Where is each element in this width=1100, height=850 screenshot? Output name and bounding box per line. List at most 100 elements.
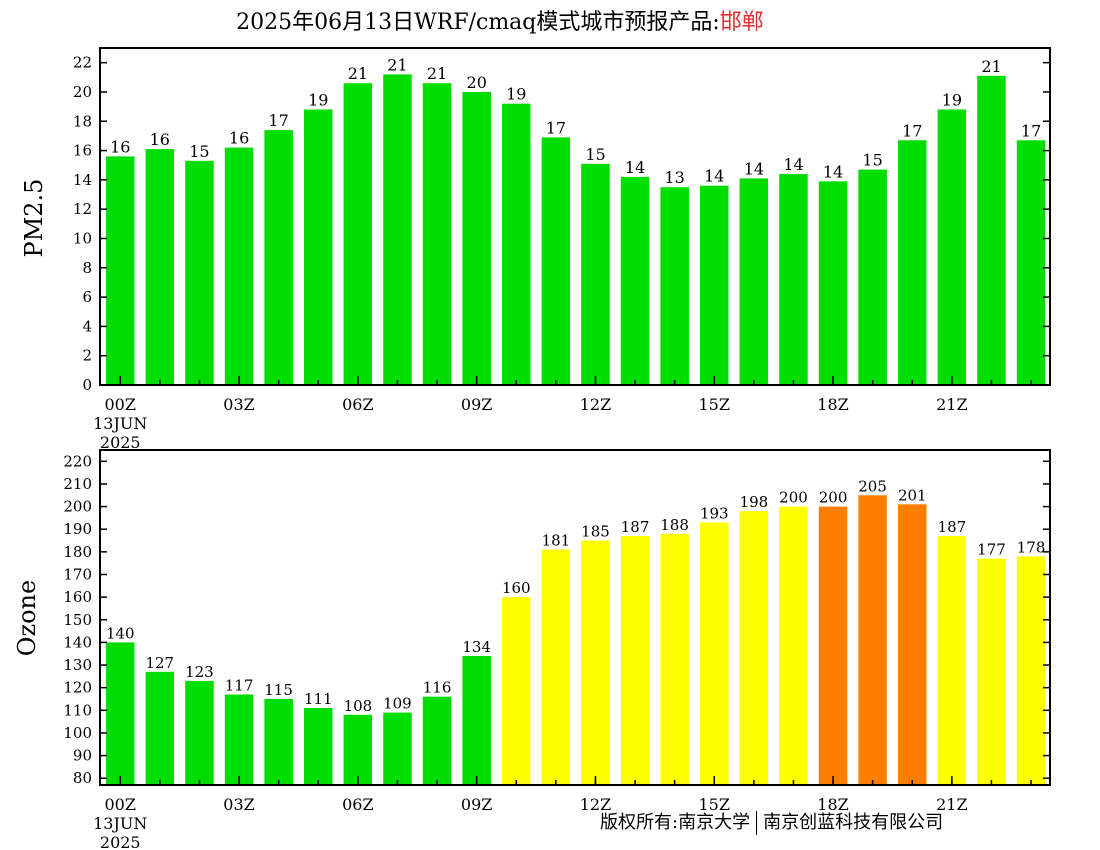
y-tick-label: 16 [73, 142, 92, 160]
y-tick-label: 18 [73, 112, 92, 130]
bar [700, 522, 729, 785]
bar [660, 187, 689, 385]
bar [581, 540, 610, 785]
y-tick-label: 14 [73, 171, 92, 189]
y-tick-label: 6 [82, 288, 92, 306]
y-tick-label: 130 [63, 656, 92, 674]
bar [937, 109, 967, 385]
bar [304, 109, 333, 385]
bar [541, 137, 571, 385]
bar [106, 642, 135, 785]
x-date-label: 13JUN [93, 814, 147, 833]
x-tick-label: 21Z [936, 395, 967, 414]
y-tick-label: 190 [63, 520, 92, 538]
x-tick-label: 03Z [223, 795, 254, 814]
y-axis-label: Ozone [13, 580, 41, 656]
y-tick-label: 220 [63, 452, 92, 470]
y-tick-label: 110 [63, 701, 92, 719]
bar-value-label: 200 [779, 489, 808, 507]
x-tick-label: 15Z [699, 395, 730, 414]
bar-value-label: 198 [740, 493, 769, 511]
y-tick-label: 140 [63, 633, 92, 651]
x-date-label: 13JUN [93, 414, 147, 433]
x-tick-label: 18Z [817, 395, 848, 414]
bar-value-label: 187 [621, 518, 650, 536]
bar-value-label: 15 [189, 142, 209, 161]
title-text: 2025年06月13日WRF/cmaq模式城市预报产品: [236, 10, 720, 35]
bar [898, 504, 927, 785]
x-date-label: 2025 [100, 433, 141, 452]
bar [581, 163, 610, 385]
bar-value-label: 14 [744, 159, 764, 178]
bar-value-label: 201 [898, 486, 927, 504]
bar [818, 506, 848, 785]
bar-value-label: 140 [106, 624, 135, 642]
bar-value-label: 19 [942, 91, 962, 110]
bar [145, 671, 175, 785]
title-city: 邯郸 [719, 10, 764, 35]
bar-value-label: 16 [150, 130, 170, 149]
x-tick-label: 03Z [223, 395, 254, 414]
bar [422, 696, 452, 785]
bar-value-label: 108 [344, 697, 373, 715]
bar-value-label: 185 [581, 523, 610, 541]
y-tick-label: 0 [82, 376, 92, 394]
bar-value-label: 181 [542, 532, 571, 550]
bar [700, 185, 729, 385]
bar [224, 147, 254, 385]
x-tick-label: 15Z [699, 795, 730, 814]
bar-value-label: 123 [185, 663, 214, 681]
bar [937, 536, 967, 785]
bar [383, 712, 412, 785]
bar [739, 511, 769, 785]
bar-value-label: 17 [1021, 121, 1041, 140]
plot-frame [99, 449, 1051, 786]
bar [977, 75, 1006, 386]
bar [660, 533, 689, 786]
y-tick-label: 22 [73, 54, 92, 72]
bar-value-label: 21 [348, 64, 368, 83]
bar [106, 156, 135, 385]
y-tick-label: 20 [73, 83, 92, 101]
bar [541, 549, 571, 785]
bar [145, 149, 175, 385]
bar [185, 160, 214, 385]
footer-separator [756, 811, 758, 835]
bar [264, 130, 293, 385]
bar [462, 92, 491, 385]
bar-value-label: 134 [462, 638, 491, 656]
copyright-left: 版权所有:南京大学 [600, 812, 751, 833]
bar-value-label: 178 [1017, 538, 1046, 556]
x-tick-label: 12Z [580, 395, 611, 414]
bar [185, 680, 214, 785]
bar-value-label: 21 [427, 64, 447, 83]
chart-ozone: 140 127 123 117 115 111 108 109 116 134 160 181 185 1… [13, 449, 1051, 850]
bar-value-label: 117 [225, 677, 254, 695]
x-date-label: 2025 [100, 833, 141, 850]
bar-value-label: 20 [467, 73, 487, 92]
bar [383, 74, 412, 386]
bar-value-label: 16 [110, 137, 130, 156]
bar [1016, 140, 1046, 385]
x-tick-label: 12Z [580, 795, 611, 814]
y-tick-label: 2 [82, 347, 92, 365]
bar-value-label: 200 [819, 489, 848, 507]
bar [779, 506, 808, 785]
y-tick-label: 200 [63, 498, 92, 516]
y-tick-label: 150 [63, 611, 92, 629]
y-tick-label: 90 [73, 747, 92, 765]
bar [343, 714, 373, 785]
x-tick-label: 00Z [105, 795, 136, 814]
y-tick-label: 8 [82, 259, 92, 277]
bar [898, 140, 927, 385]
bar [858, 169, 887, 385]
copyright-right: 南京创蓝科技有限公司 [763, 812, 944, 833]
bar-value-label: 17 [546, 118, 566, 137]
bar [462, 656, 491, 785]
bar-value-label: 187 [938, 518, 967, 536]
chart-title: 2025年06月13日WRF/cmaq模式城市预报产品:邯郸 [0, 4, 1000, 36]
bar [304, 708, 333, 785]
bar-value-label: 127 [145, 654, 174, 672]
